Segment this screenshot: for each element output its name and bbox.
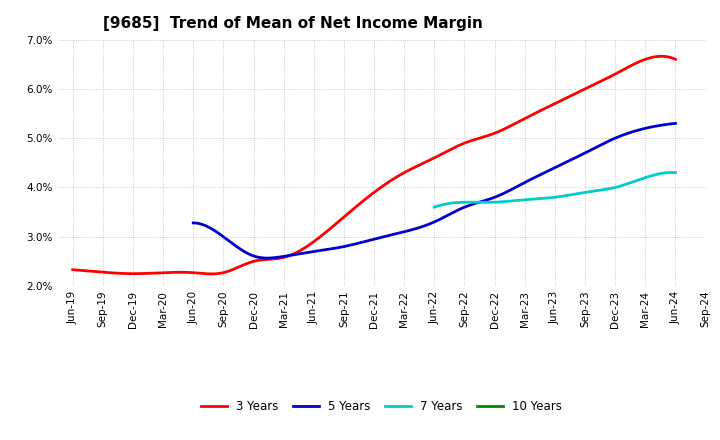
7 Years bbox=[431, 204, 439, 209]
7 Years bbox=[671, 170, 680, 175]
7 Years bbox=[633, 178, 642, 183]
7 Years bbox=[430, 205, 438, 210]
3 Years bbox=[429, 156, 438, 161]
3 Years bbox=[657, 54, 666, 59]
5 Years bbox=[477, 199, 486, 204]
5 Years bbox=[476, 199, 485, 205]
7 Years bbox=[574, 191, 582, 196]
5 Years bbox=[486, 196, 495, 202]
5 Years bbox=[263, 256, 271, 261]
Text: [9685]  Trend of Mean of Net Income Margin: [9685] Trend of Mean of Net Income Margi… bbox=[103, 16, 483, 32]
3 Years bbox=[71, 267, 79, 272]
5 Years bbox=[597, 142, 606, 147]
3 Years bbox=[68, 267, 77, 272]
Line: 3 Years: 3 Years bbox=[73, 56, 675, 274]
7 Years bbox=[572, 191, 581, 196]
3 Years bbox=[578, 88, 587, 93]
7 Years bbox=[577, 190, 586, 195]
5 Years bbox=[189, 220, 197, 226]
5 Years bbox=[191, 220, 199, 226]
3 Years bbox=[207, 271, 216, 277]
5 Years bbox=[628, 129, 636, 135]
Line: 5 Years: 5 Years bbox=[193, 123, 675, 258]
Legend: 3 Years, 5 Years, 7 Years, 10 Years: 3 Years, 5 Years, 7 Years, 10 Years bbox=[197, 396, 567, 418]
3 Years bbox=[617, 68, 626, 73]
7 Years bbox=[667, 170, 676, 175]
3 Years bbox=[671, 57, 680, 62]
3 Years bbox=[427, 157, 436, 162]
3 Years bbox=[439, 150, 448, 156]
7 Years bbox=[649, 172, 657, 178]
5 Years bbox=[671, 121, 680, 126]
Line: 7 Years: 7 Years bbox=[434, 172, 675, 207]
